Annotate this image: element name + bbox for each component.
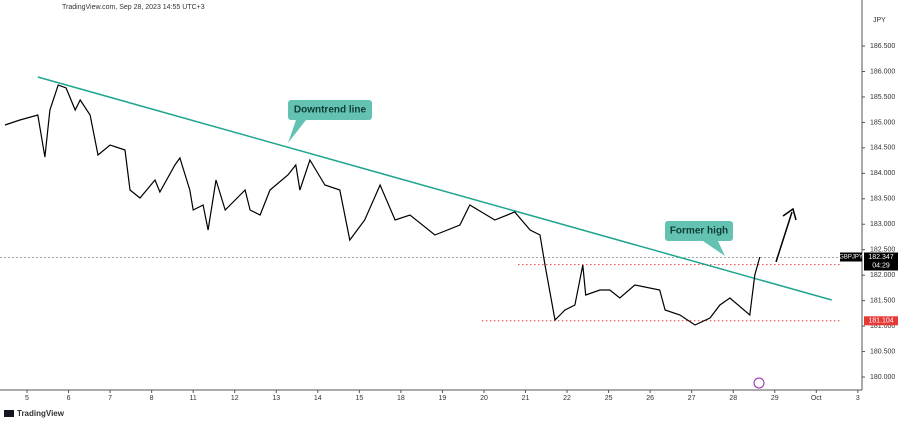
logo: [4, 410, 14, 417]
x-tick-label: 20: [480, 395, 488, 402]
event-icon[interactable]: [753, 377, 765, 389]
x-tick-label: 13: [272, 395, 280, 402]
arrow-head: [782, 207, 797, 221]
annotation: Downtrend line: [294, 105, 367, 116]
y-tick-label: 184.500: [870, 145, 895, 152]
x-tick-label: 19: [439, 395, 447, 402]
y-tick-label: 183.000: [870, 221, 895, 228]
trendline: [37, 76, 832, 301]
x-tick-label: 12: [231, 395, 239, 402]
x-tick-label: 3: [856, 395, 860, 402]
x-tick-label: 15: [355, 395, 363, 402]
x-tick-label: 28: [729, 395, 737, 402]
footer: TradingView: [17, 409, 65, 418]
symbol-label: GBPJPY: [839, 255, 863, 261]
y-tick-label: 181.000: [870, 323, 895, 330]
symbol-badge: [840, 252, 862, 262]
x-tick-label: 22: [563, 395, 571, 402]
price-badge: [864, 252, 898, 271]
callout-tail: [288, 120, 306, 143]
y-tick-label: 182.500: [870, 247, 895, 254]
price-label: 182.347: [868, 254, 893, 261]
annotation: Former high: [670, 226, 728, 237]
y-tick-label: 182.000: [870, 272, 895, 279]
y-tick-label: 180.000: [870, 374, 895, 381]
callout-tail: [703, 241, 725, 256]
y-tick-label: 185.000: [870, 119, 895, 126]
arrow: [775, 211, 793, 263]
x-tick-label: 26: [646, 395, 654, 402]
x-tick-label: 8: [150, 395, 154, 402]
y-tick-label: 185.500: [870, 94, 895, 101]
x-tick-label: 7: [108, 395, 112, 402]
currency: JPY: [873, 17, 886, 24]
x-tick-label: 11: [190, 395, 197, 402]
y-tick-label: 181.500: [870, 297, 895, 304]
x-tick-label: 25: [605, 395, 613, 402]
x-tick-label: 18: [397, 395, 405, 402]
x-tick-label: 29: [771, 395, 779, 402]
y-tick-label: 186.500: [870, 43, 895, 50]
y-tick-label: 183.500: [870, 196, 895, 203]
y-tick-label: 184.000: [870, 170, 895, 177]
countdown: 04:29: [872, 262, 890, 269]
callout: [288, 100, 372, 120]
level-label: 181.104: [868, 318, 893, 325]
y-tick-label: 186.000: [870, 68, 895, 75]
y-tick-label: 180.500: [870, 348, 895, 355]
x-tick-label: 14: [314, 395, 322, 402]
x-tick-label: 21: [522, 395, 530, 402]
callout: [665, 221, 733, 241]
x-tick-label: Oct: [811, 395, 822, 402]
header: TradingView.com, Sep 28, 2023 14:55 UTC+…: [62, 4, 205, 11]
x-tick-label: 6: [67, 395, 71, 402]
x-tick-label: 5: [25, 395, 29, 402]
x-tick-label: 27: [688, 395, 696, 402]
price-line: [4, 84, 761, 326]
level-badge: [864, 316, 898, 326]
